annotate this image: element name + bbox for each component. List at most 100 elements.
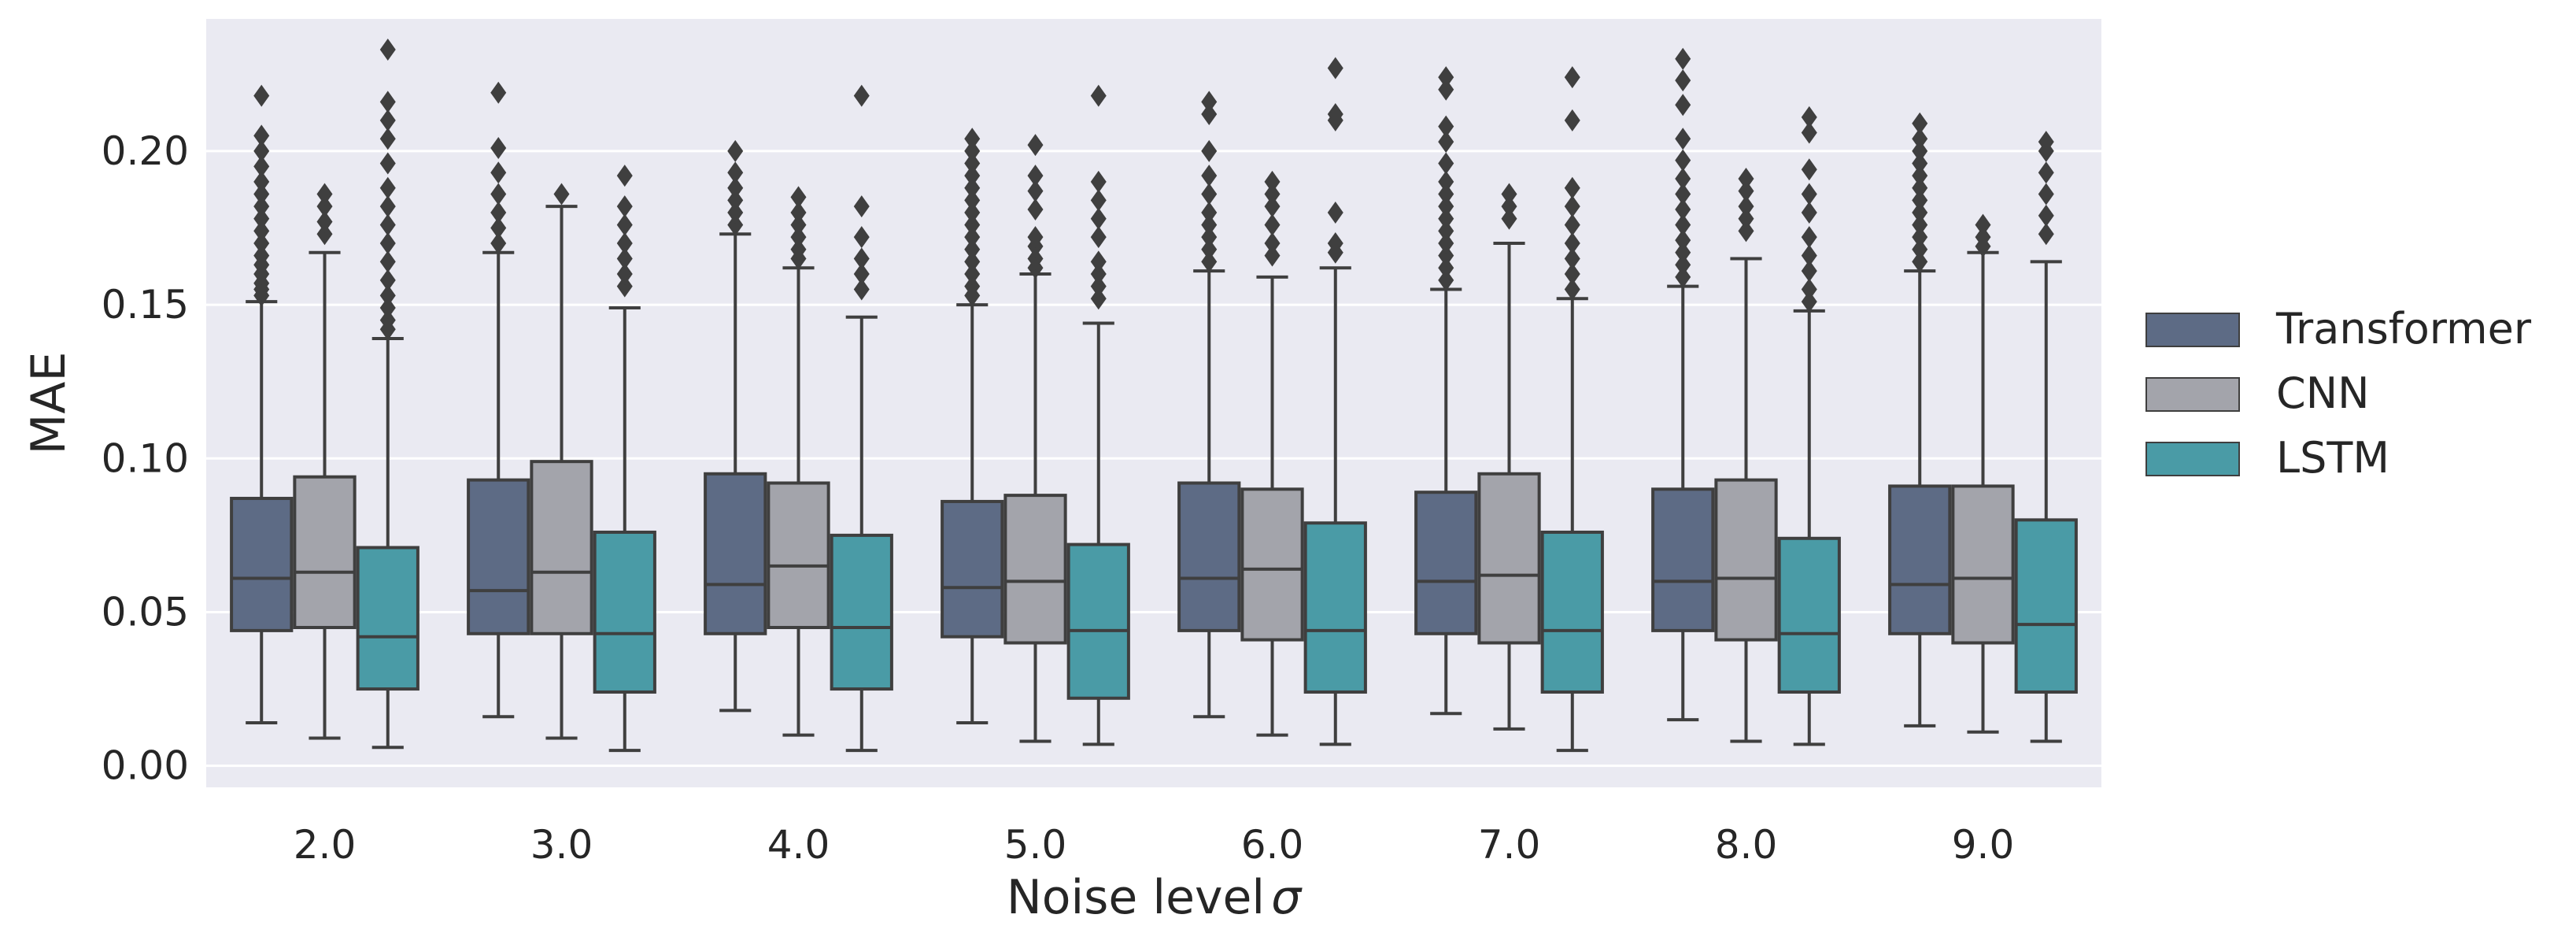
- flier-point: [1438, 244, 1454, 267]
- flier-point: [1912, 165, 1928, 187]
- legend-swatch: [2145, 313, 2240, 347]
- flier-point: [253, 155, 270, 178]
- box-group: [1888, 112, 1952, 728]
- flier-point: [379, 268, 396, 291]
- flier-point: [490, 81, 507, 104]
- flier-point: [316, 210, 333, 233]
- flier-point: [790, 226, 807, 249]
- flier-point: [379, 109, 396, 131]
- flier-point: [964, 226, 981, 249]
- flier-point: [1201, 238, 1218, 261]
- y-tick-label: 0.05: [102, 589, 189, 635]
- flier-point: [1801, 226, 1817, 249]
- box-iqr: [1477, 472, 1541, 645]
- flier-point: [490, 136, 507, 159]
- flier-point: [616, 213, 633, 236]
- box-iqr: [1240, 487, 1304, 642]
- flier-point: [1675, 47, 1691, 70]
- box-iqr: [1540, 530, 1604, 694]
- flier-point: [379, 213, 396, 236]
- flier-point: [727, 189, 744, 212]
- flier-point: [790, 201, 807, 224]
- flier-point: [1675, 183, 1691, 205]
- y-axis-title: MAE: [21, 352, 76, 455]
- flier-point: [1438, 207, 1454, 230]
- box-group: [704, 139, 767, 713]
- box-group: [767, 186, 830, 737]
- x-tick-labels: 2.0 3.0 4.0 5.0 6.0 7.0 8.0 9.0: [294, 822, 2015, 868]
- flier-point: [379, 91, 396, 113]
- flier-point: [379, 309, 396, 331]
- flier-point: [1912, 112, 1928, 135]
- box-iqr: [530, 460, 593, 635]
- flier-point: [853, 278, 870, 301]
- flier-point: [379, 231, 396, 254]
- box-group: [467, 81, 530, 719]
- flier-point: [379, 152, 396, 175]
- legend-swatch: [2145, 442, 2240, 476]
- flier-point: [490, 183, 507, 205]
- box-iqr: [1003, 494, 1067, 645]
- legend-label: Transformer: [2275, 304, 2532, 354]
- flier-point: [1564, 231, 1580, 254]
- flier-point: [1201, 103, 1218, 126]
- flier-point: [616, 263, 633, 286]
- x-axis-title-symbol: σ: [1271, 870, 1303, 925]
- flier-point: [379, 250, 396, 273]
- box-group: [1303, 57, 1367, 746]
- flier-point: [1564, 66, 1580, 89]
- box-iqr: [1951, 484, 2015, 645]
- flier-point: [964, 201, 981, 224]
- flier-point: [1090, 207, 1107, 230]
- box-iqr: [767, 481, 830, 629]
- flier-point: [1027, 247, 1044, 270]
- flier-point: [1090, 226, 1107, 249]
- flier-point: [1264, 195, 1281, 218]
- box-group: [530, 183, 593, 740]
- flier-point: [1912, 226, 1928, 249]
- flier-point: [1912, 238, 1928, 261]
- flier-point: [1090, 275, 1107, 298]
- box-group: [1777, 106, 1841, 746]
- box-group: [1477, 183, 1541, 731]
- box-group: [1540, 66, 1604, 753]
- flier-point: [1027, 134, 1044, 157]
- flier-point: [379, 296, 396, 319]
- flier-point: [1438, 195, 1454, 218]
- flier-point: [1801, 158, 1817, 181]
- flier-point: [1201, 183, 1218, 205]
- flier-point: [1090, 263, 1107, 286]
- flier-point: [853, 247, 870, 270]
- flier-point: [1501, 207, 1517, 230]
- box-iqr: [1714, 478, 1778, 642]
- flier-point: [616, 165, 633, 187]
- flier-point: [1675, 254, 1691, 276]
- flier-point: [1327, 231, 1343, 254]
- flier-point: [1438, 268, 1454, 291]
- flier-point: [1327, 57, 1343, 80]
- flier-point: [1264, 244, 1281, 267]
- box-group: [230, 84, 294, 725]
- flier-point: [1738, 168, 1754, 191]
- flier-point: [1027, 226, 1044, 249]
- box-group: [1177, 91, 1241, 719]
- flier-point: [616, 275, 633, 298]
- flier-point: [1912, 152, 1928, 175]
- box-group: [1951, 213, 2015, 734]
- box-group: [593, 165, 656, 753]
- flier-point: [1675, 241, 1691, 264]
- flier-point: [1912, 213, 1928, 236]
- flier-point: [616, 231, 633, 254]
- flier-point: [1090, 84, 1107, 107]
- flier-point: [964, 213, 981, 236]
- flier-point: [379, 195, 396, 218]
- box-iqr: [230, 497, 294, 632]
- box-iqr: [293, 475, 357, 629]
- flier-point: [253, 183, 270, 205]
- box-iqr: [1651, 487, 1715, 632]
- flier-point: [727, 161, 744, 184]
- flier-point: [1738, 195, 1754, 218]
- flier-point: [1564, 278, 1580, 301]
- flier-point: [2038, 131, 2054, 154]
- flier-point: [253, 84, 270, 107]
